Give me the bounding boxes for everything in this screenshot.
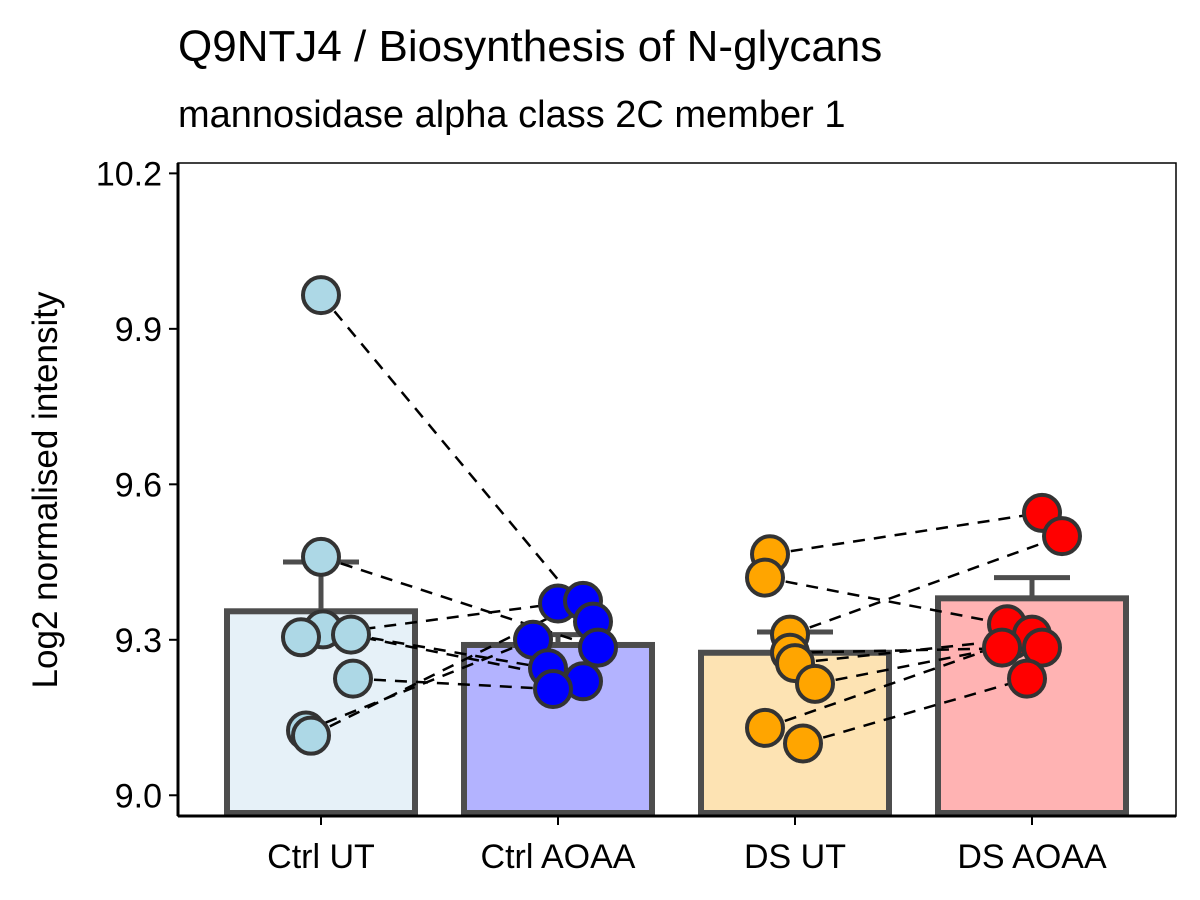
data-point-ctrl-ut (301, 536, 341, 577)
chart-title: Q9NTJ4 / Biosynthesis of N-glycans (178, 22, 883, 71)
y-tick-label: 9.0 (115, 777, 162, 815)
data-point-ctrl-ut (291, 715, 331, 756)
data-point-ds-ut (745, 557, 785, 598)
paired-line (320, 555, 599, 649)
x-tick-label: Ctrl UT (267, 838, 375, 876)
y-axis-label: Log2 normalised intensity (26, 291, 65, 688)
paired-line (320, 294, 594, 623)
data-point-ds-aoaa (1042, 516, 1082, 557)
y-tick-label: 9.3 (115, 622, 162, 660)
paired-line (789, 534, 1063, 636)
data-point-ds-ut (795, 663, 835, 704)
data-point-ds-ut (783, 723, 823, 764)
x-tick-label: DS UT (744, 838, 846, 876)
paired-line (769, 511, 1043, 556)
data-point-ctrl-aoaa (533, 669, 573, 710)
data-point-ds-ut (745, 707, 785, 748)
data-point-ds-aoaa (982, 627, 1022, 668)
data-point-ds-aoaa (1007, 658, 1047, 699)
data-point-ctrl-ut (331, 614, 371, 655)
data-point-ctrl-ut (301, 275, 341, 316)
x-tick-label: Ctrl AOAA (481, 838, 636, 876)
chart-subtitle: mannosidase alpha class 2C member 1 (178, 94, 846, 136)
y-tick-label: 9.9 (115, 311, 162, 349)
x-tick-label: DS AOAA (957, 838, 1107, 876)
data-point-ctrl-aoaa (578, 627, 618, 668)
y-tick-label: 10.2 (96, 155, 162, 193)
data-point-ctrl-ut (333, 658, 373, 699)
y-tick-label: 9.6 (115, 466, 162, 504)
paired-line (814, 646, 1003, 686)
paired-line (802, 677, 1028, 745)
data-point-ctrl-ut (281, 617, 321, 658)
paired-line (794, 638, 1013, 665)
